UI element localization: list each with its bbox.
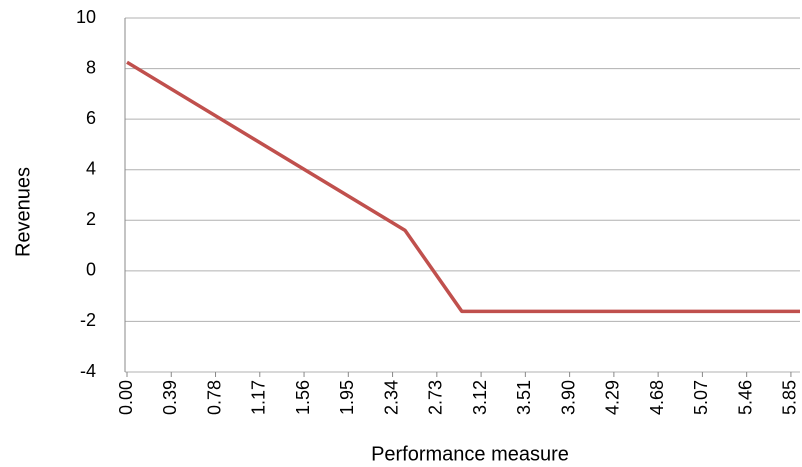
x-tick-label: 3.51	[514, 380, 534, 415]
x-tick-label: 3.90	[558, 380, 578, 415]
x-tick-label: 0.78	[204, 380, 224, 415]
y-axis-label: Revenues	[12, 167, 34, 257]
y-tick-label: 0	[86, 260, 96, 280]
y-tick-label: 4	[86, 158, 96, 178]
x-tick-label: 0.39	[160, 380, 180, 415]
x-tick-label: 2.73	[426, 380, 446, 415]
x-tick-label: 5.85	[780, 380, 800, 415]
y-tick-label: 8	[86, 57, 96, 77]
x-tick-label: 5.07	[691, 380, 711, 415]
x-tick-label: 1.95	[337, 380, 357, 415]
x-tick-label: 2.34	[381, 380, 401, 415]
x-tick-label: 1.17	[249, 380, 269, 415]
data-line	[126, 60, 800, 314]
y-tick-label: 6	[86, 108, 96, 128]
x-tick-label: 1.56	[293, 380, 313, 415]
x-tick-label: 4.68	[647, 380, 667, 415]
y-tick-label: 10	[76, 7, 96, 27]
x-tick-label: 4.29	[603, 380, 623, 415]
x-tick-label: 5.46	[735, 380, 755, 415]
x-axis-label: Performance measure	[371, 443, 569, 465]
x-tick-label: 3.12	[470, 380, 490, 415]
y-tick-label: -2	[80, 310, 96, 330]
y-tick-label: 2	[86, 209, 96, 229]
y-tick-label: -4	[80, 361, 96, 381]
x-tick-label: 0.00	[116, 380, 136, 415]
